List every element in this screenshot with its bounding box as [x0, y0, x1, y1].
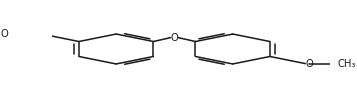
Text: CH₃: CH₃: [338, 59, 356, 69]
Text: O: O: [171, 33, 178, 43]
Text: O: O: [306, 59, 313, 69]
Text: O: O: [1, 29, 8, 39]
